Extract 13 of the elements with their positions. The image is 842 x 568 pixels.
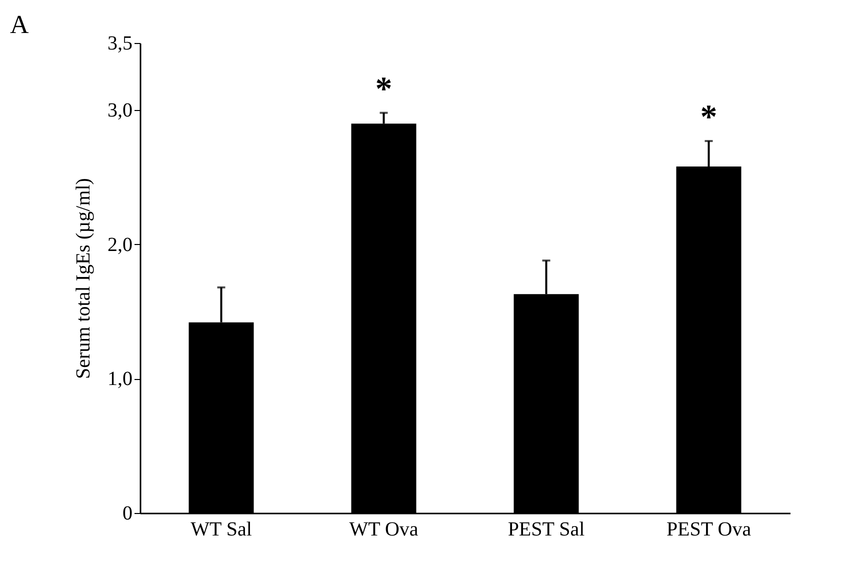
x-tick-label: PEST Sal [508, 518, 586, 540]
y-tick-label: 3,0 [108, 100, 132, 122]
y-tick-label: 2,0 [108, 234, 132, 256]
y-tick-label: 3,5 [108, 32, 132, 54]
y-tick-label: 1,0 [108, 368, 132, 390]
chart-title: A [10, 10, 29, 39]
y-axis-title: Serum total IgEs (µg/ml) [72, 178, 94, 379]
annotation: * [375, 70, 392, 108]
x-tick-label: WT Sal [190, 518, 252, 540]
x-tick-label: PEST Ova [666, 518, 752, 540]
y-tick-label: 0 [122, 502, 132, 524]
x-tick-label: WT Ova [349, 518, 418, 540]
annotation: * [700, 99, 718, 136]
